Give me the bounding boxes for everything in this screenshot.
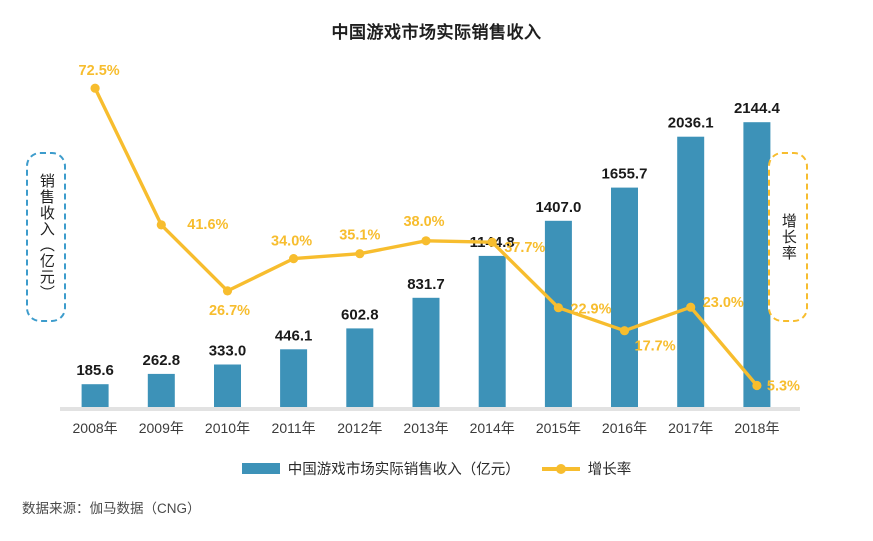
bar xyxy=(544,220,572,409)
growth-rate-label: 41.6% xyxy=(187,217,228,233)
bar-value-label: 446.1 xyxy=(275,327,313,344)
growth-rate-label: 22.9% xyxy=(570,302,611,318)
line-point xyxy=(421,236,431,246)
bar xyxy=(677,136,705,409)
bar-value-label: 2144.4 xyxy=(734,100,781,117)
bar xyxy=(81,384,109,409)
bar xyxy=(346,328,374,409)
bar xyxy=(412,297,440,409)
bar xyxy=(611,187,638,409)
x-axis-tick-label: 2009年 xyxy=(138,420,184,436)
legend-label-growth-rate: 增长率 xyxy=(587,462,632,478)
line-point xyxy=(752,380,762,391)
y-axis-label-box: 销售收入（亿元） xyxy=(26,152,66,322)
x-axis-tick-label: 2017年 xyxy=(668,420,714,436)
bar-value-label: 2036.1 xyxy=(668,115,714,132)
y2-axis-label-box: 增长率 xyxy=(768,152,808,322)
bar-value-label: 831.7 xyxy=(407,276,445,293)
growth-rate-label: 38.0% xyxy=(403,214,444,230)
y-axis-label: 销售收入（亿元） xyxy=(37,173,55,301)
growth-rate-label: 37.7% xyxy=(504,240,545,256)
bar-value-labels-group: 185.6262.8333.0446.1602.8831.71144.81407… xyxy=(76,100,780,379)
chart-plot-area: 185.6262.8333.0446.1602.8831.71144.81407… xyxy=(60,63,801,411)
growth-rate-label: 26.7% xyxy=(209,303,250,319)
line-point xyxy=(90,83,100,93)
growth-rate-label: 72.5% xyxy=(79,63,120,79)
growth-rate-labels-group: 72.5% 41.6% 26.7% 34.0% 35.1% 38.0% 37.7% 22.9%… xyxy=(79,63,801,394)
x-axis-tick-label: 2008年 xyxy=(72,420,118,436)
bar xyxy=(147,373,175,409)
x-axis-tick-label: 2014年 xyxy=(469,420,515,436)
chart-legend: 中国游戏市场实际销售收入（亿元） 增长率 xyxy=(0,458,873,479)
bar xyxy=(743,122,771,409)
growth-rate-label: 17.7% xyxy=(635,339,676,355)
x-axis-tick-label: 2018年 xyxy=(734,420,780,436)
chart-title: 中国游戏市场实际销售收入 xyxy=(331,23,542,42)
bar-value-label: 333.0 xyxy=(209,343,247,360)
x-axis-tick-label: 2015年 xyxy=(535,420,581,436)
bar-value-label: 602.8 xyxy=(341,306,379,323)
x-axis-tick-label: 2012年 xyxy=(337,420,383,436)
line-point xyxy=(553,303,564,313)
growth-rate-label: 35.1% xyxy=(339,228,380,244)
bar-series-group xyxy=(81,122,771,409)
line-marker-icon xyxy=(541,463,580,475)
line-point xyxy=(289,254,299,264)
line-point xyxy=(156,220,166,230)
legend-label-revenue: 中国游戏市场实际销售收入（亿元） xyxy=(287,462,520,478)
x-axis-tick-label: 2010年 xyxy=(204,420,251,436)
growth-rate-label: 34.0% xyxy=(271,234,312,250)
growth-rate-label: 5.3% xyxy=(767,379,800,395)
x-axis-tick-label: 2011年 xyxy=(271,420,316,436)
legend-item-revenue[interactable]: 中国游戏市场实际销售收入（亿元） xyxy=(241,458,520,479)
growth-rate-points-group xyxy=(90,83,762,391)
x-axis-tick-labels: 2008年 2009年 2010年 2011年 2012年 2013年 2014年 2015年… xyxy=(0,418,873,442)
bar-swatch-icon xyxy=(241,463,280,474)
line-point xyxy=(686,302,696,312)
bar xyxy=(214,364,241,409)
line-point xyxy=(355,249,365,259)
growth-rate-label: 23.0% xyxy=(703,295,744,311)
bar xyxy=(280,349,308,409)
bar-value-label: 262.8 xyxy=(143,352,181,369)
line-point xyxy=(487,237,497,247)
y2-axis-label: 增长率 xyxy=(779,213,797,261)
bar xyxy=(478,255,506,409)
bar-value-label: 1407.0 xyxy=(535,199,581,216)
line-point xyxy=(222,286,233,296)
line-point xyxy=(619,326,630,336)
x-axis-tick-label: 2016年 xyxy=(601,420,648,436)
bar-value-label: 185.6 xyxy=(76,362,114,379)
source-note: 数据来源：伽马数据（CNG） xyxy=(22,501,201,516)
x-axis-tick-label: 2013年 xyxy=(403,420,449,436)
bar-value-label: 1655.7 xyxy=(602,166,648,183)
legend-item-growth-rate[interactable]: 增长率 xyxy=(541,458,632,479)
